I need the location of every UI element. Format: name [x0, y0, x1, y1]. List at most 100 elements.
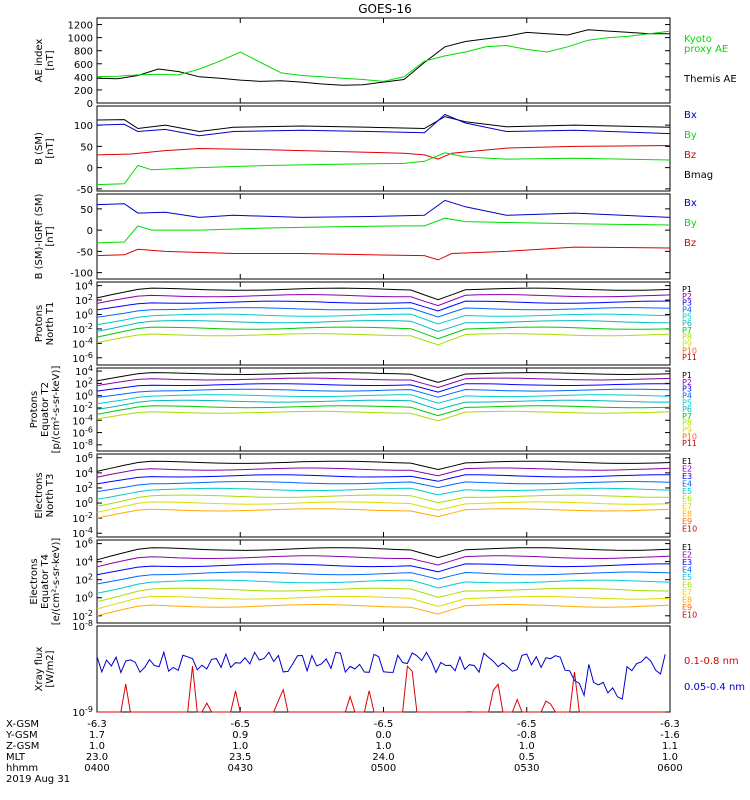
series-line — [96, 246, 671, 261]
legend-entry: P2 — [682, 292, 692, 301]
legend-entry: P7 — [682, 412, 692, 421]
series-line — [96, 563, 670, 576]
series-line — [96, 467, 671, 478]
legend-entry: E2 — [682, 465, 692, 474]
legend-entry: E2 — [682, 551, 692, 560]
y-tick-label: -50 — [77, 247, 93, 258]
panel-ee: 106 104 102 100 10-2 Electrons Equator T4 [e/(c… — [29, 537, 697, 626]
time-axis-value: 23.0 — [86, 752, 108, 763]
series-line — [96, 571, 671, 585]
y-tick-label: 10-8 — [72, 438, 93, 452]
y-axis-label: Electrons — [34, 472, 45, 518]
y-axis-label: AE index — [34, 39, 45, 83]
y-tick-label: 100 — [75, 307, 93, 321]
legend-entry: P9 — [682, 340, 692, 349]
legend-entry: P11 — [682, 353, 697, 362]
time-axis-value: -0.8 — [517, 730, 537, 741]
legend-entry: 0.1-0.8 nm — [684, 656, 739, 667]
y-tick-label: 0 — [87, 226, 93, 237]
legend-entry: E5 — [682, 487, 692, 496]
series-line — [96, 300, 670, 312]
series-line — [96, 307, 671, 318]
series-line — [96, 116, 671, 133]
panel-frame — [96, 625, 671, 713]
series-line — [96, 410, 671, 422]
time-axis-value: -1.6 — [660, 730, 680, 741]
legend-entry: P5 — [682, 312, 692, 321]
legend-entry: P1 — [682, 285, 692, 294]
time-axis-value: 1.0 — [89, 741, 105, 752]
series-line — [96, 547, 671, 561]
series-line — [96, 313, 671, 326]
y-axis-label: [W/m2] — [45, 650, 56, 687]
panel-bigrf: -100 -50 0 50 B (SM)-IGRF (SM) [nT] Bx By Bz — [34, 193, 697, 280]
time-axis-row-label: Y-GSM — [5, 730, 38, 741]
series-line — [96, 113, 671, 137]
y-tick-label: 10-2 — [72, 322, 93, 336]
legend-entry: E8 — [682, 596, 692, 605]
series-line — [96, 287, 671, 301]
panel-ae: 0 200 400 600 800 1000 1200 AE index [nT] Kyotopr… — [34, 17, 737, 110]
y-tick-label: 102 — [75, 573, 93, 587]
legend-entry: P11 — [682, 439, 697, 448]
y-tick-label: 102 — [75, 481, 93, 495]
y-tick-label: 102 — [75, 293, 93, 307]
y-tick-label: 104 — [75, 466, 93, 480]
y-axis-label: B (SM)-IGRF (SM) — [34, 194, 45, 280]
series-line — [96, 383, 670, 393]
series-line — [96, 501, 671, 513]
y-tick-label: 0 — [87, 99, 93, 110]
panel-frame — [96, 281, 671, 366]
panel-xray: 10-8 10-9 Xray flux [W/m2] 0.1-0.8 nm 0.05-0.… — [34, 619, 745, 719]
y-axis-label: Electrons — [29, 558, 40, 604]
y-tick-label: 1000 — [68, 34, 93, 45]
y-axis-label: [nT] — [45, 138, 56, 158]
legend-entry: P3 — [682, 299, 692, 308]
legend-entry: P10 — [682, 346, 697, 355]
time-axis-row-label: 2019 Aug 31 — [6, 774, 70, 785]
legend-entry: E10 — [682, 611, 697, 620]
time-axis-value: 0500 — [371, 763, 396, 774]
legend-entry: Bmag — [684, 170, 713, 181]
legend-entry: E3 — [682, 472, 692, 481]
legend-entry: E6 — [682, 581, 692, 590]
time-axis-row-label: Z-GSM — [6, 741, 39, 752]
y-tick-label: 100 — [75, 591, 93, 605]
time-axis-value: -6.5 — [230, 719, 250, 730]
y-axis-label: [nT] — [45, 50, 56, 70]
time-axis-value: 0600 — [657, 763, 682, 774]
series-line — [96, 326, 671, 340]
y-tick-label: 10-2 — [72, 511, 93, 525]
time-axis-value: -6.5 — [374, 719, 394, 730]
series-line — [96, 603, 671, 617]
series-line-xray-long — [96, 650, 666, 700]
legend-entry: P4 — [682, 305, 692, 314]
time-axis-value: 1.0 — [376, 741, 392, 752]
legend-entry: P1 — [682, 371, 692, 380]
legend-entry: E3 — [682, 558, 692, 567]
legend-entry: E8 — [682, 510, 692, 519]
y-tick-label: 200 — [74, 86, 93, 97]
series-line — [96, 145, 671, 160]
series-line — [96, 587, 671, 603]
time-axis-row-label: X-GSM — [6, 719, 39, 730]
time-axis-value: 1.7 — [89, 730, 105, 741]
y-axis-label: Xray flux — [34, 647, 45, 692]
y-axis-label: North T3 — [45, 474, 56, 518]
series-line — [96, 579, 671, 594]
series-line — [96, 555, 671, 568]
y-axis-label: Protons — [29, 391, 40, 428]
y-tick-label: 10-2 — [72, 609, 93, 623]
legend-entry: Bz — [684, 150, 696, 161]
series-line — [96, 394, 671, 405]
y-tick-label: 600 — [74, 60, 93, 71]
y-tick-label: 10-4 — [72, 413, 93, 427]
legend-entry: P10 — [682, 432, 697, 441]
legend-entry: P3 — [682, 385, 692, 394]
legend-entry: Kyoto — [684, 34, 712, 45]
legend-entry: E5 — [682, 573, 692, 582]
